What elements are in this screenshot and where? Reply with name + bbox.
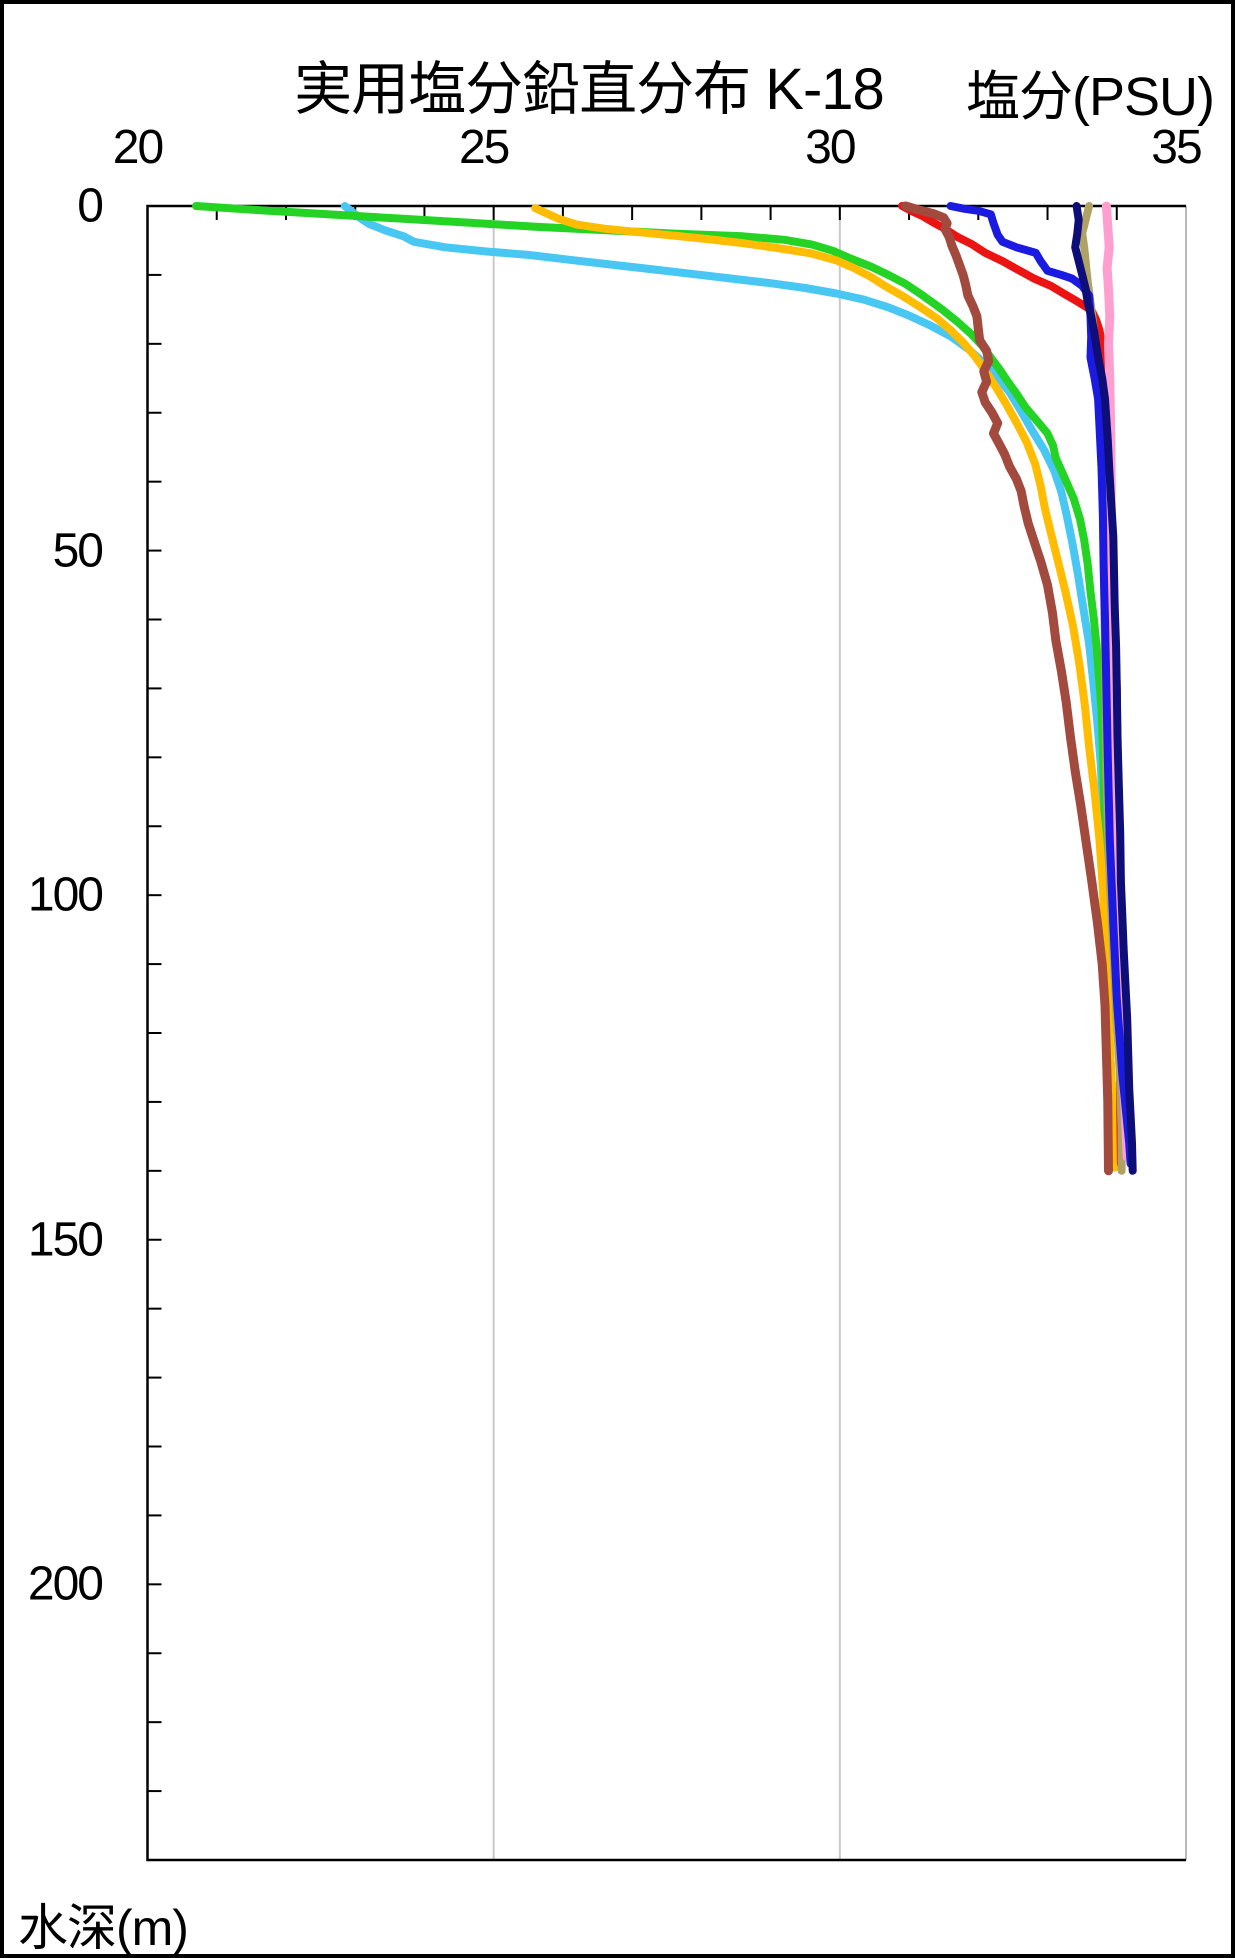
x-tick-label-25: 25	[458, 121, 510, 174]
profile-chart	[146, 201, 1187, 1862]
profile-line-navy	[1071, 202, 1137, 1175]
x-tick-label-20: 20	[112, 121, 164, 174]
chart-title: 実用塩分鉛直分布 K-18	[294, 57, 885, 122]
y-tick-label-200: 200	[27, 1557, 104, 1611]
x-axis-title-salinity: 塩分(PSU)	[966, 67, 1215, 127]
x-tick-label-35: 35	[1151, 121, 1202, 174]
y-tick-label-50: 50	[52, 524, 104, 578]
y-tick-label-0: 0	[77, 179, 104, 233]
y-tick-label-150: 150	[27, 1213, 104, 1267]
y-tick-label-100: 100	[27, 868, 104, 922]
profile-line-sky-blue	[340, 202, 1119, 1158]
x-tick-label-30: 30	[805, 121, 856, 174]
profile-line-brown	[901, 201, 1113, 1176]
y-axis-title-depth: 水深(m)	[18, 1900, 189, 1956]
profile-line-gold	[531, 204, 1120, 1172]
profile-line-green	[192, 202, 1119, 1172]
